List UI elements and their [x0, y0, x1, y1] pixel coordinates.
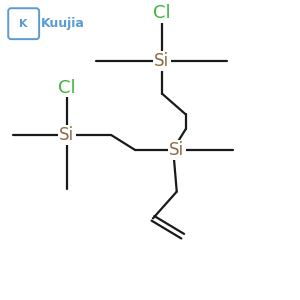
- Text: K: K: [20, 19, 28, 29]
- Text: Cl: Cl: [58, 79, 76, 97]
- Text: Si: Si: [169, 141, 184, 159]
- Text: Si: Si: [154, 52, 170, 70]
- Text: Cl: Cl: [153, 4, 171, 22]
- Text: Si: Si: [59, 126, 74, 144]
- Text: Kuujia: Kuujia: [40, 17, 85, 30]
